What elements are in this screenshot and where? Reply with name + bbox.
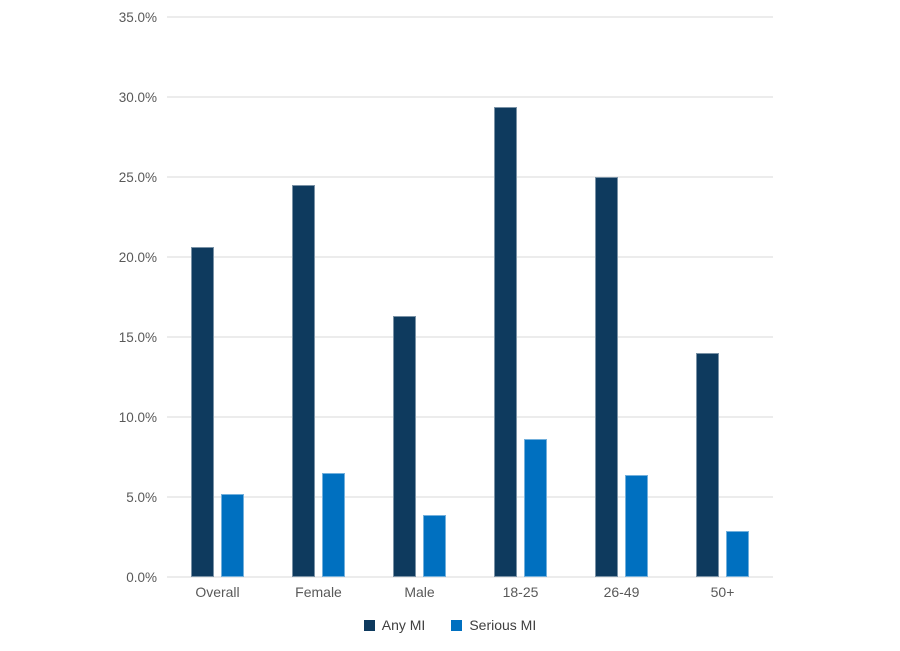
bar-any-mi [494, 106, 517, 577]
y-axis-tick-label: 5.0% [126, 489, 157, 505]
x-axis-category-label: 18-25 [502, 584, 539, 600]
gridline [167, 576, 773, 578]
bar-serious-mi [322, 473, 345, 577]
x-axis-category-label: 26-49 [603, 584, 640, 600]
bar-group-26-49 [571, 17, 672, 577]
gridline [167, 416, 773, 418]
x-axis: Overall Female Male 18-25 26-49 50+ [167, 585, 773, 599]
bar-group-overall [167, 17, 268, 577]
gridline [167, 96, 773, 98]
x-axis-category-label: Male [404, 584, 435, 600]
y-axis-tick-label: 10.0% [118, 409, 157, 425]
bar-serious-mi [726, 530, 749, 577]
bar-serious-mi [423, 514, 446, 577]
bar-any-mi [595, 177, 618, 577]
legend-item-any-mi: Any MI [363, 617, 426, 633]
gridline [167, 176, 773, 178]
x-axis-category-label: Overall [195, 584, 240, 600]
bar-serious-mi [221, 493, 244, 577]
gridline [167, 336, 773, 338]
bar-group-18-25 [470, 17, 571, 577]
bar-serious-mi [524, 439, 547, 577]
bar-any-mi [393, 316, 416, 577]
legend-item-serious-mi: Serious MI [451, 618, 536, 632]
legend: Any MI Serious MI [0, 618, 900, 632]
bar-group-50- [672, 17, 773, 577]
bar-group-female [268, 17, 369, 577]
bar-any-mi [191, 247, 214, 577]
y-axis-tick-label: 30.0% [118, 89, 157, 105]
y-axis-tick-label: 20.0% [118, 249, 157, 265]
x-axis-category-label: Female [295, 584, 342, 600]
gridline [167, 256, 773, 258]
y-axis-tick-label: 35.0% [118, 9, 157, 25]
bar-group-male [369, 17, 470, 577]
bar-serious-mi [625, 474, 648, 577]
x-axis-category-label: 50+ [710, 584, 735, 600]
plot-area: 0.0% 5.0% 10.0% 15.0% 20.0% 25.0% 30.0% 35.0% [119, 10, 773, 583]
gridline [167, 496, 773, 498]
y-axis-tick-label: 0.0% [126, 569, 157, 585]
legend-label: Serious MI [469, 617, 537, 633]
gridline [167, 16, 773, 18]
y-axis-tick-label: 15.0% [118, 329, 157, 345]
legend-swatch-icon [363, 619, 375, 631]
bar-any-mi [292, 185, 315, 577]
y-axis-tick-label: 25.0% [118, 169, 157, 185]
legend-swatch-icon [451, 619, 463, 631]
legend-label: Any MI [381, 617, 426, 633]
bar-any-mi [696, 353, 719, 577]
